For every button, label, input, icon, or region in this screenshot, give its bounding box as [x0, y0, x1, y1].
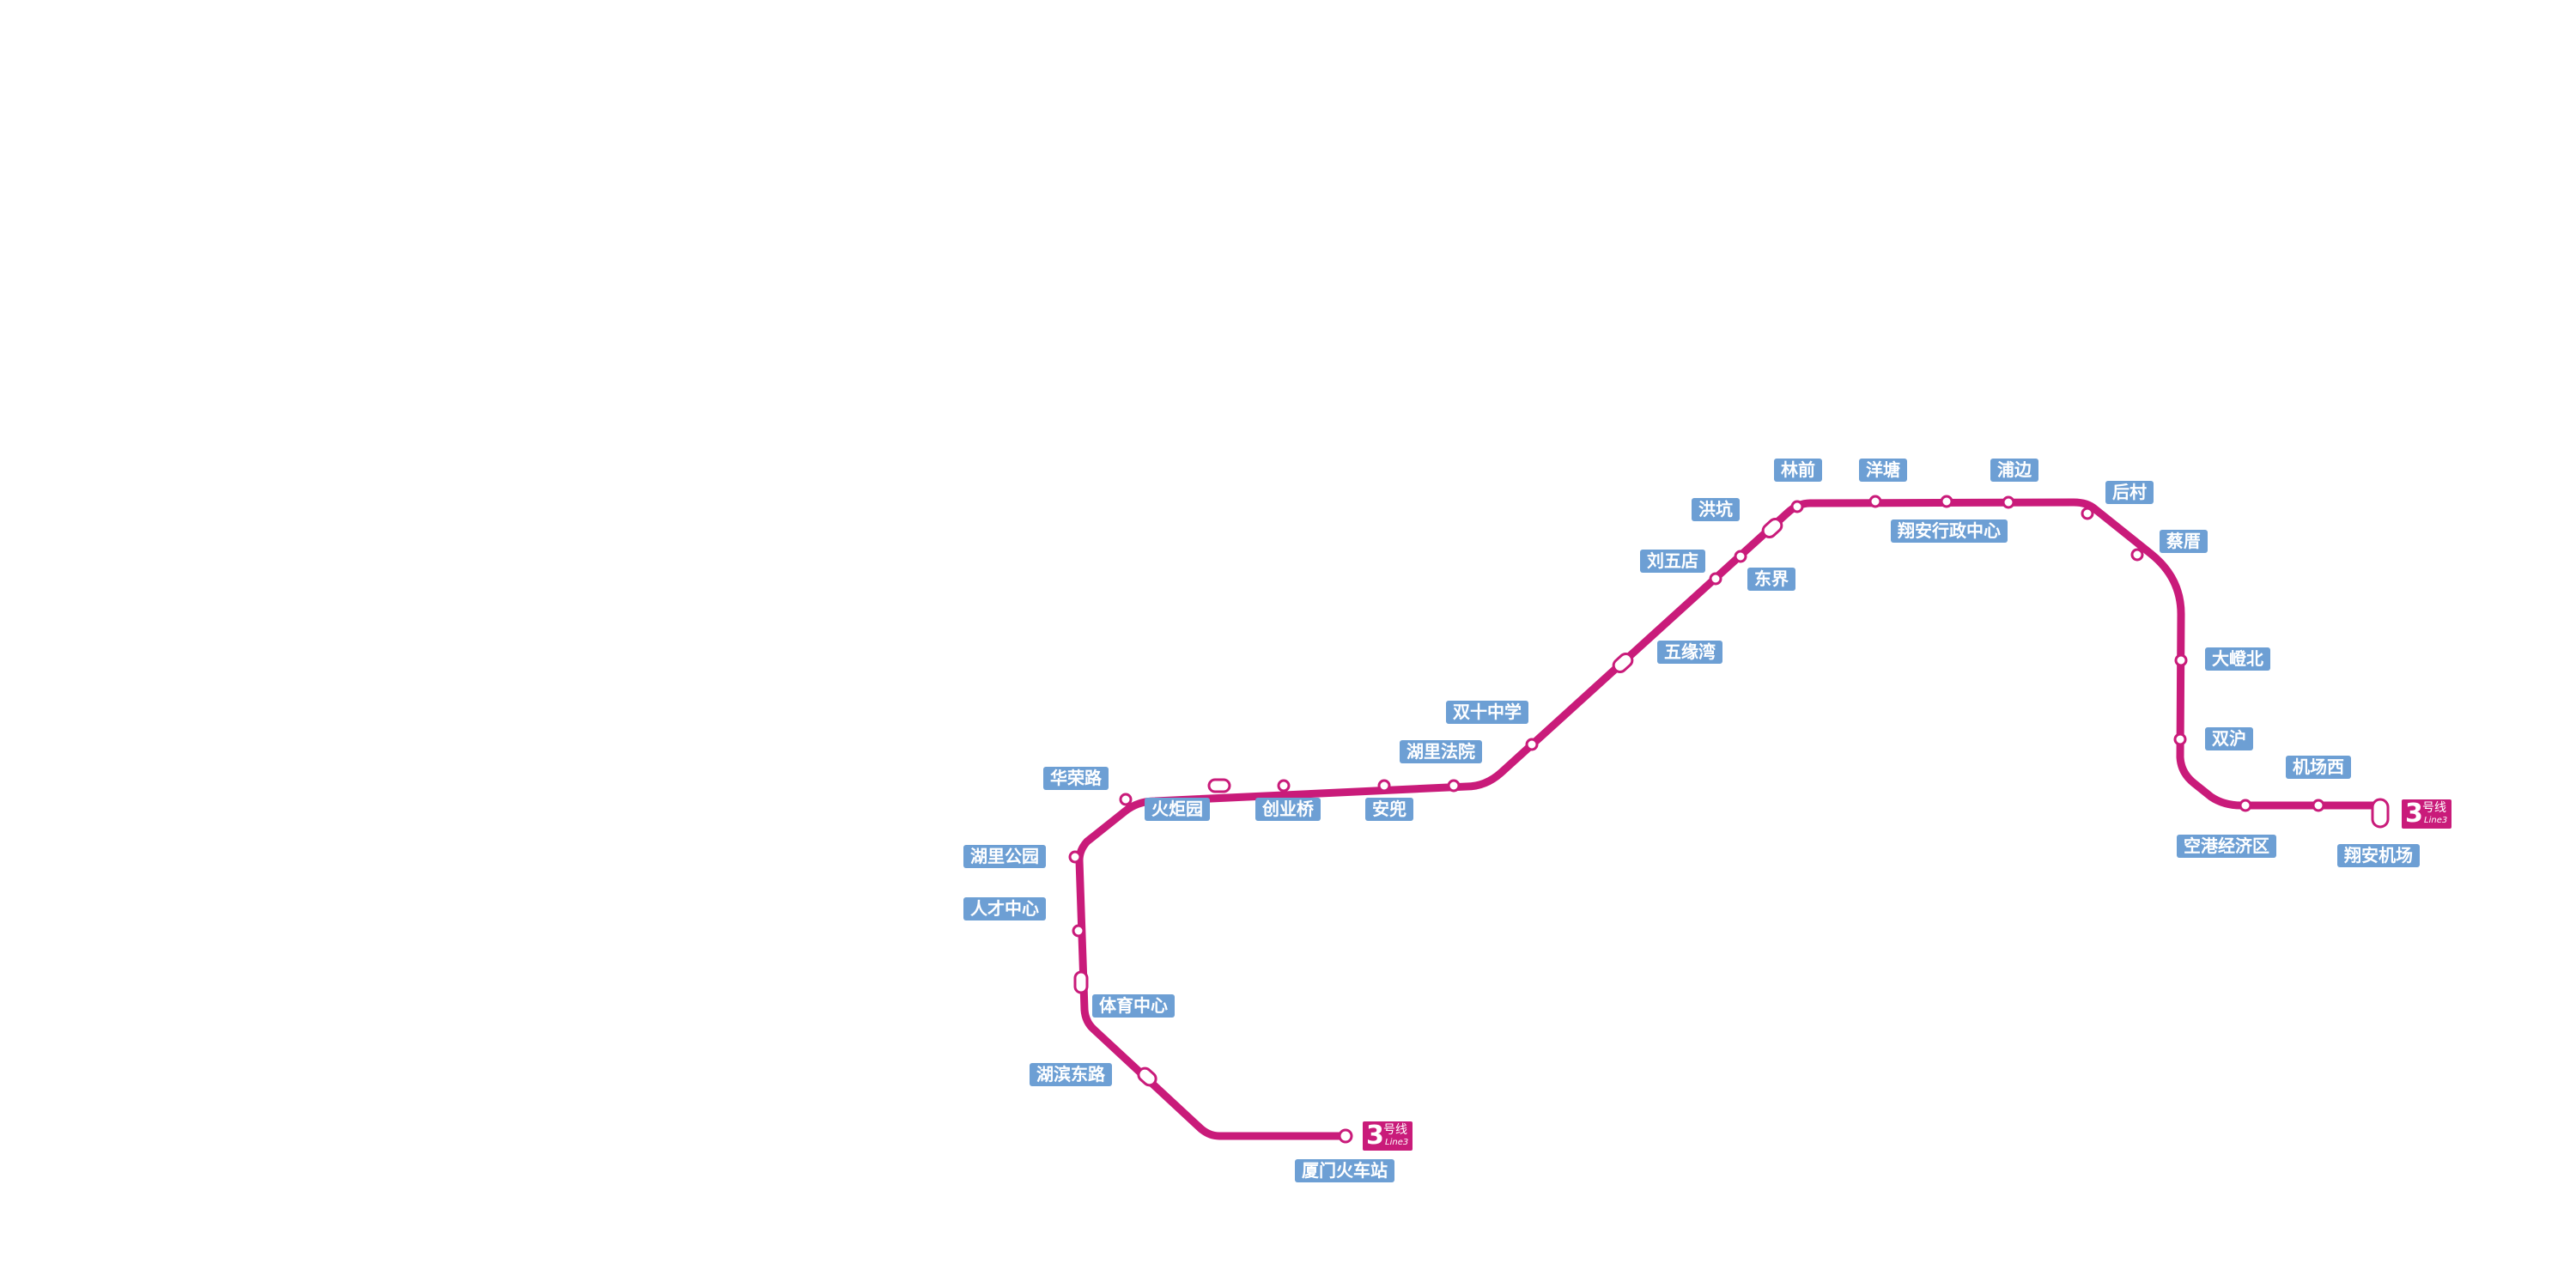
station-marker-huarong-road[interactable]: [1119, 793, 1133, 806]
station-marker-airport-west[interactable]: [2312, 799, 2325, 812]
station-marker-wuyuanwan[interactable]: [1611, 651, 1635, 674]
line-name-en: Line3: [2424, 816, 2448, 825]
station-marker-huli-park[interactable]: [1068, 850, 1082, 864]
station-marker-liuwudian[interactable]: [1709, 572, 1722, 586]
station-label-talent-center[interactable]: 人才中心: [963, 897, 1046, 920]
station-markers: [1068, 495, 2390, 1144]
line-3-route: [1075, 498, 2385, 1140]
station-label-caicuo[interactable]: 蔡厝: [2160, 530, 2208, 553]
line-name-zh: 号线: [1383, 1123, 1407, 1137]
station-label-hongkeng[interactable]: 洪坑: [1692, 498, 1740, 521]
station-marker-caicuo[interactable]: [2130, 548, 2144, 562]
station-label-houcun[interactable]: 后村: [2105, 481, 2154, 504]
station-marker-hubin-east-road[interactable]: [1136, 1066, 1158, 1088]
station-marker-pubian[interactable]: [2002, 495, 2015, 509]
station-label-dadengbei[interactable]: 大嶝北: [2205, 647, 2270, 671]
station-marker-shuanghu[interactable]: [2173, 732, 2187, 746]
station-label-xiangan-airport[interactable]: 翔安机场: [2337, 844, 2420, 867]
station-label-huli-park[interactable]: 湖里公园: [963, 845, 1046, 868]
station-marker-hongkeng[interactable]: [1760, 516, 1784, 539]
station-label-chuangyeqiao[interactable]: 创业桥: [1255, 798, 1321, 821]
line-number: 3: [2405, 799, 2423, 829]
station-label-airport-economic-zone[interactable]: 空港经济区: [2177, 835, 2276, 858]
station-label-yangtang[interactable]: 洋塘: [1859, 459, 1907, 482]
station-marker-xiangan-airport[interactable]: [2371, 798, 2390, 829]
station-label-pubian[interactable]: 浦边: [1990, 459, 2038, 482]
station-marker-linqian[interactable]: [1790, 500, 1804, 513]
station-label-linqian[interactable]: 林前: [1774, 459, 1822, 482]
station-label-xiamen-railway-station[interactable]: 厦门火车站: [1295, 1159, 1394, 1182]
station-marker-dadengbei[interactable]: [2174, 653, 2188, 667]
station-label-dongjie[interactable]: 东界: [1747, 568, 1795, 591]
station-label-huojuyuan[interactable]: 火炬园: [1145, 798, 1210, 821]
station-marker-shuangshi-middle-school[interactable]: [1525, 738, 1539, 751]
station-label-liuwudian[interactable]: 刘五店: [1640, 550, 1705, 573]
station-marker-xiamen-railway-station[interactable]: [1338, 1128, 1353, 1144]
station-marker-sports-center[interactable]: [1073, 970, 1089, 994]
station-label-huli-court[interactable]: 湖里法院: [1400, 740, 1482, 763]
station-label-huarong-road[interactable]: 华荣路: [1043, 767, 1109, 790]
station-label-xiangan-admin-center[interactable]: 翔安行政中心: [1891, 519, 2008, 543]
station-label-sports-center[interactable]: 体育中心: [1092, 994, 1175, 1018]
line-badge-west-terminus: 3 号线 Line3: [1363, 1121, 1413, 1151]
station-label-shuanghu[interactable]: 双沪: [2205, 727, 2253, 750]
station-marker-houcun[interactable]: [2081, 507, 2094, 520]
station-label-airport-west[interactable]: 机场西: [2286, 756, 2351, 779]
line-name-en: Line3: [1385, 1138, 1409, 1147]
station-marker-chuangyeqiao[interactable]: [1277, 779, 1291, 793]
line-badge-east-terminus: 3 号线 Line3: [2402, 799, 2451, 829]
station-marker-andou[interactable]: [1377, 779, 1391, 793]
station-label-shuangshi-middle-school[interactable]: 双十中学: [1446, 701, 1528, 724]
station-marker-huojuyuan[interactable]: [1207, 778, 1231, 793]
station-label-wuyuanwan[interactable]: 五缘湾: [1657, 641, 1722, 664]
station-marker-huli-court[interactable]: [1447, 779, 1461, 793]
station-label-andou[interactable]: 安兜: [1365, 798, 1413, 821]
station-marker-xiangan-admin-center[interactable]: [1940, 495, 1953, 508]
line-name-zh: 号线: [2422, 801, 2446, 815]
line-number: 3: [1366, 1121, 1384, 1151]
station-marker-yangtang[interactable]: [1868, 495, 1882, 508]
station-marker-airport-economic-zone[interactable]: [2239, 799, 2252, 812]
station-marker-dongjie[interactable]: [1734, 550, 1747, 563]
station-marker-talent-center[interactable]: [1072, 924, 1085, 938]
station-label-hubin-east-road[interactable]: 湖滨东路: [1030, 1063, 1112, 1086]
